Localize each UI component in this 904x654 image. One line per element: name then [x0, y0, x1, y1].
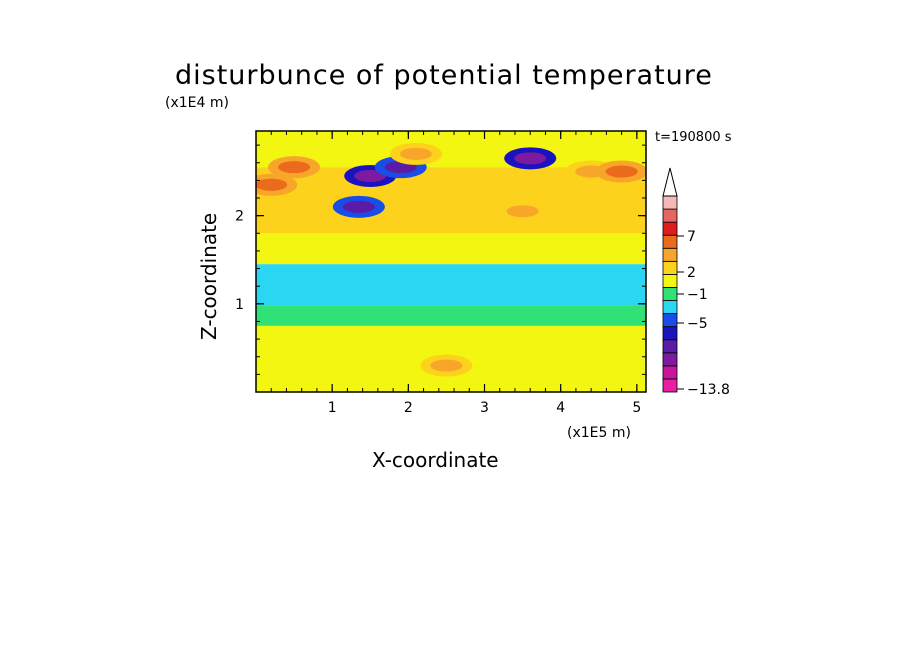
- colorbar-swatch: [662, 234, 678, 249]
- colorbar-label: 7: [687, 229, 696, 245]
- colorbar-swatch: [662, 326, 678, 341]
- colorbar-swatch: [662, 208, 678, 223]
- contour-field: [256, 131, 646, 392]
- x-tick-label: 3: [480, 400, 489, 416]
- contour-cell: [506, 205, 539, 218]
- colorbar-swatch: [662, 365, 678, 380]
- x-tick-label: 5: [632, 400, 641, 416]
- colorbar-extend-arrow: [662, 167, 678, 197]
- contour-band: [256, 131, 646, 168]
- contour-cell: [354, 169, 387, 182]
- contour-cell: [430, 359, 463, 372]
- x-axis-label: X-coordinate: [372, 448, 499, 472]
- y-tick-label: 2: [235, 209, 244, 225]
- colorbar-label: −5: [687, 316, 708, 332]
- x-tick-label: 2: [404, 400, 413, 416]
- contour-cell: [399, 147, 432, 160]
- contour-band: [256, 264, 646, 306]
- colorbar-label: −13.8: [687, 382, 730, 398]
- colorbar-label: 2: [687, 265, 696, 281]
- colorbar-swatch: [662, 195, 678, 210]
- colorbar-swatch: [662, 287, 678, 301]
- plot-frame: [255, 130, 647, 393]
- colorbar-swatch: [662, 300, 678, 314]
- x-tick-label: 1: [328, 400, 337, 416]
- y-tick-label: 1: [235, 297, 244, 313]
- colorbar-swatch: [662, 339, 678, 354]
- colorbar-swatch: [662, 273, 678, 288]
- contour-cell: [514, 152, 547, 165]
- contour-band: [256, 305, 646, 326]
- colorbar-label: −1: [687, 287, 708, 303]
- colorbar-swatch: [662, 221, 678, 236]
- colorbar-swatch: [662, 247, 678, 262]
- axes: 1 2 3 4 5 1 2: [235, 131, 646, 416]
- contour-band: [256, 233, 646, 265]
- colorbar-swatch: [662, 313, 678, 328]
- y-axis-unit: (x1E4 m): [165, 95, 229, 111]
- colorbar: 7 2 −1 −5 −13.8: [662, 167, 730, 398]
- contour-cell: [342, 200, 375, 213]
- contour-cell: [256, 178, 288, 191]
- time-annotation: t=190800 s: [655, 130, 732, 145]
- chart-title: disturbunce of potential temperature: [175, 60, 713, 91]
- x-tick-label: 4: [556, 400, 565, 416]
- colorbar-swatch: [662, 260, 678, 275]
- colorbar-swatch: [662, 378, 678, 393]
- x-axis-unit: (x1E5 m): [567, 425, 631, 441]
- contour-cell: [605, 165, 638, 178]
- colorbar-swatch: [662, 352, 678, 367]
- contour-cell: [278, 161, 311, 174]
